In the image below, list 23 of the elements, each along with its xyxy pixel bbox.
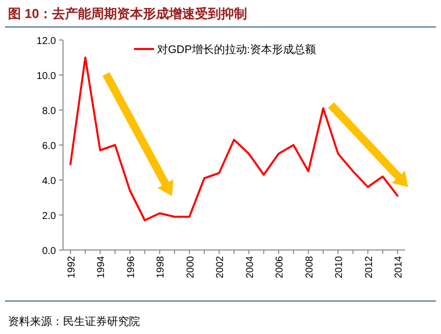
x-tick-label: 2010 [334,256,346,278]
y-tick-label: 6.0 [42,141,56,152]
y-tick-label: 0.0 [42,246,56,257]
y-tick-label: 4.0 [42,176,56,187]
x-tick-label: 1998 [156,256,167,278]
y-tick-label: 2.0 [42,211,56,222]
x-tick-label: 2000 [185,256,196,278]
x-tick-label: 1994 [96,256,108,278]
y-tick-label: 12.0 [36,36,56,47]
chart-title: 图 10：去产能周期资本形成增速受到抑制 [8,6,248,21]
x-tick-label: 1996 [126,256,137,278]
x-tick-label: 2014 [394,256,405,278]
x-tick-label: 2008 [304,256,316,278]
x-tick-label: 2012 [364,256,375,278]
x-tick-label: 2002 [215,256,226,278]
y-tick-label: 10.0 [36,71,56,82]
x-tick-label: 2006 [274,256,286,278]
x-tick-label: 2004 [244,256,256,278]
text: 资料来源：民生证券研究院 [8,315,140,328]
x-tick-label: 1992 [66,256,78,278]
line-series [69,56,399,222]
y-tick-label: 8.0 [42,106,56,117]
legend-label: 对GDP增长的拉动:资本形成总额 [157,43,316,56]
